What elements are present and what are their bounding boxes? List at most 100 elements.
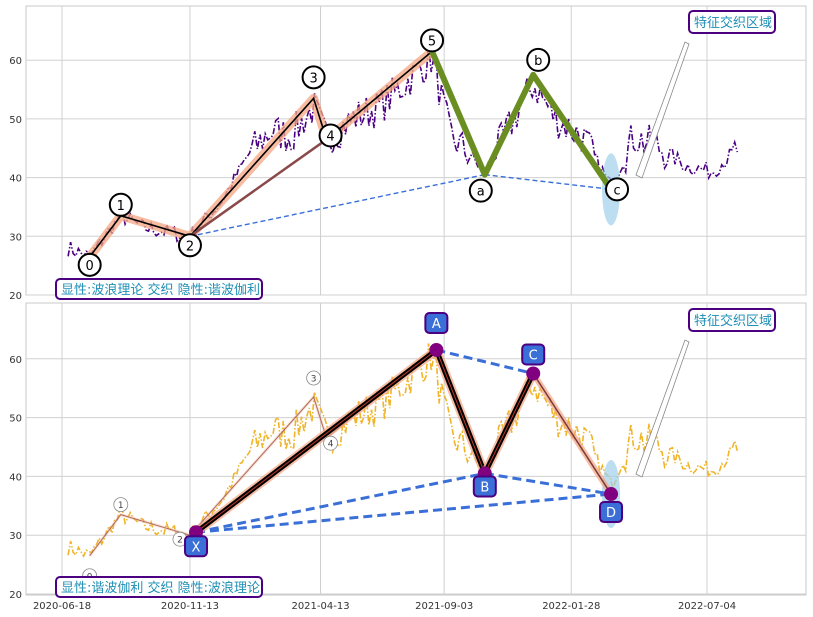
harmonic-label-D: D xyxy=(599,501,624,524)
harmonic-label-C: C xyxy=(521,343,546,366)
y-tick-label: 40 xyxy=(9,174,22,185)
top-annotation-text: 显性:波浪理论 交织 隐性:谐波伽利 xyxy=(61,282,260,298)
top-y-tick-labels: 20 30 40 50 60 xyxy=(9,56,22,302)
wave-label-1: 1 xyxy=(108,192,133,217)
harmonic-label-box xyxy=(472,475,497,498)
x-tick-labels: 2020-06-18 2020-11-13 2021-04-13 2021-09-03… xyxy=(33,601,736,612)
y-tick-label: 30 xyxy=(9,531,22,542)
wave-label-0: 0 xyxy=(77,252,102,277)
harmonic-label-box xyxy=(599,501,624,524)
faint-wave-label-3: 3 xyxy=(306,370,322,386)
harmonic-node-D xyxy=(604,487,619,502)
wave-label-circle xyxy=(77,252,102,277)
faint-wave-label-text: 1 xyxy=(118,501,124,511)
harmonic-leg-inner xyxy=(195,349,437,533)
x-tick-label: 2022-07-04 xyxy=(678,601,736,612)
harmonic-label-text: A xyxy=(432,317,441,332)
harmonic-dashed-leg xyxy=(436,348,534,375)
y-tick-label: 20 xyxy=(9,291,22,302)
bottom-region-label: 特征交织区域 xyxy=(694,313,772,329)
bottom-grid xyxy=(26,303,806,595)
faint-wave-label-text: 3 xyxy=(311,375,317,385)
x-tick-label: 2020-11-13 xyxy=(161,601,219,612)
wave-label-text: 1 xyxy=(117,199,125,214)
faint-wave-label-circle xyxy=(306,370,322,386)
x-tick-label: 2020-06-18 xyxy=(33,601,91,612)
y-tick-label: 50 xyxy=(9,414,22,425)
wave-label-text: 4 xyxy=(326,129,334,144)
top-panel-frame xyxy=(25,5,807,296)
wave-label-c: c xyxy=(605,177,630,202)
faint-wave-label-1: 1 xyxy=(113,497,129,513)
bottom-annotation-box: 显性:谐波伽利 交织 隐性:波浪理论 xyxy=(55,576,263,598)
y-tick-label: 20 xyxy=(9,590,22,601)
wave-label-circle xyxy=(301,65,326,90)
bottom-region-arrow xyxy=(635,339,690,478)
top-wave-labels: 0 1 2 3 4 5 a b c xyxy=(77,28,630,277)
faint-wave-label-circle xyxy=(323,435,338,451)
wave-label-text: 3 xyxy=(309,71,317,86)
y-tick-label: 50 xyxy=(9,115,22,126)
top-dashed-link-a-c xyxy=(484,173,612,191)
wave-label-text: 0 xyxy=(86,259,94,274)
bottom-panel-frame xyxy=(25,302,807,596)
harmonic-label-X: X xyxy=(184,535,209,558)
harmonic-label-text: C xyxy=(529,349,538,364)
y-tick-label: 30 xyxy=(9,232,22,243)
wave-label-text: 2 xyxy=(186,239,194,254)
harmonic-label-box xyxy=(521,343,546,366)
harmonic-node-C xyxy=(526,366,541,381)
bottom-y-tick-labels: 20 30 40 50 60 xyxy=(9,355,22,601)
bottom-harmonic-overlay xyxy=(88,339,690,557)
wave-label-circle xyxy=(526,47,551,72)
harmonic-label-box xyxy=(184,535,209,558)
faint-wave-label-text: 4 xyxy=(328,440,334,450)
y-tick-label: 60 xyxy=(9,355,22,366)
wave-label-4: 4 xyxy=(318,123,343,148)
harmonic-dashed-leg xyxy=(484,471,612,496)
faint-wave-label-4: 4 xyxy=(323,435,338,451)
top-wave-line xyxy=(89,50,433,258)
wave-label-b: b xyxy=(526,47,551,72)
bottom-region-label-box: 特征交织区域 xyxy=(688,308,776,332)
top-region-label-box: 特征交织区域 xyxy=(688,10,776,34)
faint-wave-label-circle xyxy=(113,497,129,513)
harmonic-label-A: A xyxy=(424,311,449,334)
wave-label-text: a xyxy=(477,185,485,200)
top-region-arrow xyxy=(635,41,690,179)
harmonic-leg-cd xyxy=(532,373,612,495)
top-price-series xyxy=(67,44,739,259)
top-corrective-line xyxy=(429,50,614,192)
harmonic-leg-inner xyxy=(435,349,486,474)
harmonic-label-B: B xyxy=(472,475,497,498)
wave-label-circle xyxy=(605,177,630,202)
harmonic-leg-inner xyxy=(484,373,534,474)
x-tick-label: 2021-04-13 xyxy=(291,601,349,612)
harmonic-label-text: X xyxy=(192,540,201,555)
faint-wave-label-text: 2 xyxy=(177,536,183,546)
wave-label-circle xyxy=(177,233,202,258)
wave-label-circle xyxy=(108,192,133,217)
top-wave-overlay xyxy=(86,41,690,260)
wave-label-circle xyxy=(318,123,343,148)
wave-label-2: 2 xyxy=(177,233,202,258)
wave-label-text: 5 xyxy=(428,34,436,49)
wave-label-5: 5 xyxy=(420,28,445,53)
harmonic-label-text: B xyxy=(480,480,489,495)
x-tick-label: 2021-09-03 xyxy=(415,601,473,612)
y-tick-label: 60 xyxy=(9,56,22,67)
x-tick-label: 2022-01-28 xyxy=(542,601,600,612)
wave-label-text: c xyxy=(613,183,620,198)
harmonic-label-text: D xyxy=(606,506,616,521)
top-annotation-box: 显性:波浪理论 交织 隐性:谐波伽利 xyxy=(55,278,263,300)
wave-label-text: b xyxy=(534,54,542,69)
harmonic-node-A xyxy=(429,342,444,357)
wave-label-circle xyxy=(468,178,493,203)
wave-label-circle xyxy=(420,28,445,53)
top-wave-2-4-link xyxy=(189,138,328,238)
harmonic-label-box xyxy=(424,311,449,334)
